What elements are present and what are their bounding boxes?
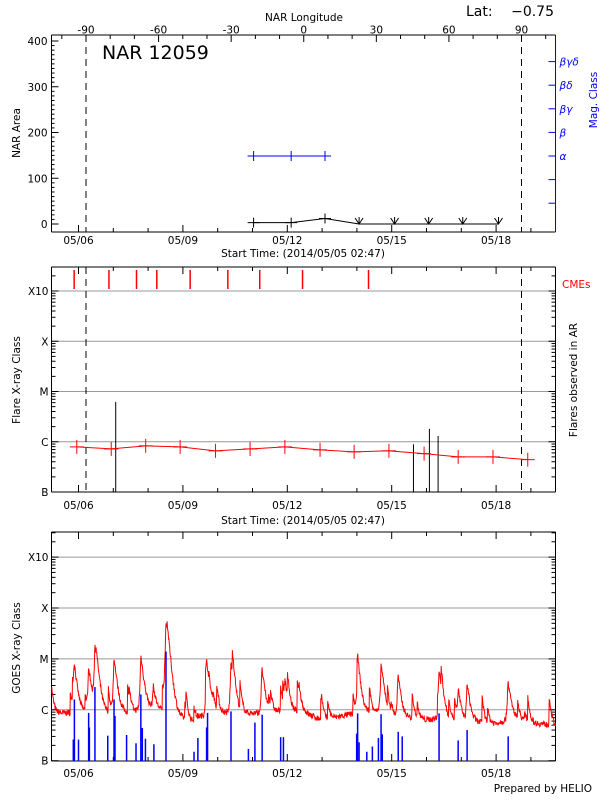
longitude-tick-label: -60	[150, 25, 167, 37]
y-tick-label: B	[41, 487, 48, 499]
y-tick-label: X10	[28, 552, 49, 564]
longitude-tick-label: 60	[442, 25, 455, 37]
area-line	[253, 218, 499, 225]
area-upper-limit-arrow	[424, 217, 434, 225]
mag-class-tick-label: α	[560, 151, 567, 163]
goes-class-axis-title: GOES X-ray Class	[11, 602, 23, 693]
lat-value: −0.75	[511, 4, 554, 20]
area-upper-limit-arrow	[458, 217, 468, 225]
y-tick-label: M	[39, 387, 48, 399]
date-tick-label: 05/09	[168, 768, 198, 780]
y-tick-label: C	[41, 437, 48, 449]
date-tick-label: 05/12	[272, 235, 302, 247]
panel1-x-axis-title: Start Time: (2014/05/05 02:47)	[221, 248, 385, 260]
y-tick-label: B	[41, 756, 48, 768]
area-upper-limit-arrow	[494, 217, 503, 225]
area-tick-label: 100	[27, 173, 47, 185]
y-tick-label: X10	[28, 286, 49, 298]
date-tick-label: 05/09	[168, 235, 198, 247]
goes-flux-line	[51, 621, 556, 729]
date-tick-label: 05/06	[63, 768, 94, 780]
date-tick-label: 05/06	[63, 235, 94, 247]
longitude-tick-label: -30	[223, 25, 240, 37]
date-tick-label: 05/12	[272, 768, 302, 780]
area-tick-label: 200	[27, 128, 47, 140]
area-upper-limit-arrow	[390, 217, 400, 225]
region-title: NAR 12059	[102, 42, 209, 64]
daily-class-line	[76, 445, 528, 461]
lat-label: Lat:	[466, 4, 493, 20]
top-axis-title: NAR Longitude	[265, 12, 343, 24]
mag-class-axis-title: Mag. Class	[588, 72, 600, 128]
date-tick-label: 05/09	[168, 500, 198, 512]
date-tick-label: 05/06	[63, 500, 94, 512]
panel2-x-axis-title: Start Time: (2014/05/05 02:47)	[221, 515, 385, 527]
date-tick-label: 05/18	[481, 235, 511, 247]
y-tick-label: C	[41, 705, 48, 717]
area-upper-limit-arrow	[354, 217, 364, 225]
date-tick-label: 05/15	[377, 768, 407, 780]
y-tick-label: X	[41, 336, 48, 348]
date-tick-label: 05/15	[377, 500, 407, 512]
area-axis-title: NAR Area	[11, 108, 23, 158]
area-tick-label: 400	[27, 36, 47, 48]
mag-class-tick-label: β	[559, 127, 567, 139]
area-tick-label: 300	[27, 82, 47, 94]
prepared-by-footer: Prepared by HELIO	[494, 783, 592, 795]
longitude-tick-label: 30	[370, 25, 383, 37]
flares-observed-axis-title: Flares observed in AR	[568, 323, 580, 437]
cme-label: CMEs	[562, 279, 591, 291]
longitude-tick-label: -90	[77, 25, 94, 37]
plot-marks: 0 100 200 300 400 -90 -60 -30 0 30 60 90 05/06 05/09 0…	[27, 25, 578, 781]
y-tick-label: M	[39, 654, 48, 666]
flare-class-axis-title: Flare X-ray Class	[11, 336, 23, 424]
y-tick-label: X	[41, 603, 48, 615]
area-tick-label: 0	[41, 219, 48, 231]
mag-class-tick-label: βδ	[559, 80, 573, 92]
date-tick-label: 05/15	[377, 235, 407, 247]
date-tick-label: 05/18	[481, 768, 511, 780]
longitude-tick-label: 90	[515, 25, 528, 37]
date-tick-label: 05/12	[272, 500, 302, 512]
mag-class-tick-label: βγ	[559, 104, 574, 116]
date-tick-label: 05/18	[481, 500, 511, 512]
longitude-tick-label: 0	[300, 25, 307, 37]
mag-class-tick-label: βγδ	[559, 57, 579, 69]
